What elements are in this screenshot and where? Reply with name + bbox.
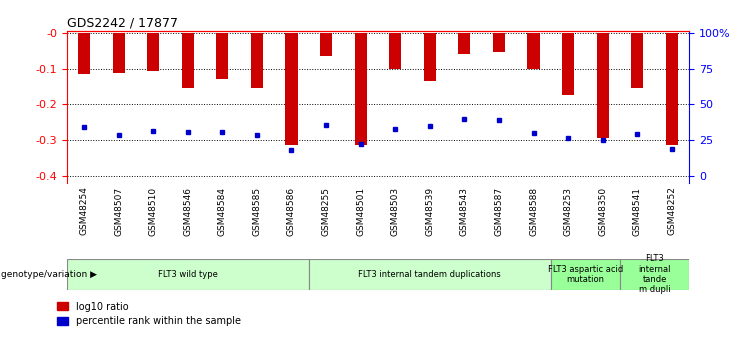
Text: GSM48541: GSM48541 (633, 187, 642, 236)
Bar (389, 33, 401, 69)
Bar (665, 33, 678, 145)
Text: GSM48510: GSM48510 (149, 187, 158, 236)
Bar (78, 33, 90, 74)
Bar (424, 33, 436, 81)
Text: GSM48501: GSM48501 (356, 187, 365, 236)
Bar (113, 33, 124, 73)
Text: GSM48584: GSM48584 (218, 187, 227, 236)
Text: GSM48587: GSM48587 (494, 187, 503, 236)
Text: GSM48254: GSM48254 (79, 187, 88, 235)
Bar (551, 259, 620, 290)
Text: GSM48255: GSM48255 (322, 187, 330, 236)
Legend: log10 ratio, percentile rank within the sample: log10 ratio, percentile rank within the … (57, 302, 241, 326)
Bar (216, 33, 228, 79)
Text: genotype/variation ▶: genotype/variation ▶ (1, 270, 97, 279)
Text: GSM48507: GSM48507 (114, 187, 123, 236)
Bar (493, 33, 505, 52)
Text: GSM48586: GSM48586 (287, 187, 296, 236)
Bar (309, 259, 551, 290)
Bar (250, 33, 263, 88)
Text: FLT3
internal
tande
m dupli: FLT3 internal tande m dupli (638, 254, 671, 294)
Bar (597, 33, 608, 138)
Bar (147, 33, 159, 71)
Text: FLT3 internal tandem duplications: FLT3 internal tandem duplications (359, 270, 501, 279)
Bar (458, 33, 471, 54)
Bar (320, 33, 332, 56)
Text: GSM48539: GSM48539 (425, 187, 434, 236)
Text: GSM48252: GSM48252 (668, 187, 677, 235)
Text: GSM48546: GSM48546 (183, 187, 192, 236)
Text: GSM48543: GSM48543 (460, 187, 469, 236)
Bar (182, 33, 194, 88)
Text: GSM48350: GSM48350 (598, 187, 607, 236)
Bar (354, 33, 367, 145)
Bar (631, 33, 643, 88)
Text: GSM48253: GSM48253 (564, 187, 573, 236)
Text: GSM48588: GSM48588 (529, 187, 538, 236)
Bar (67, 259, 309, 290)
Text: GSM48585: GSM48585 (253, 187, 262, 236)
Text: GSM48503: GSM48503 (391, 187, 399, 236)
Bar (562, 33, 574, 95)
Bar (528, 33, 539, 69)
Bar (285, 33, 298, 145)
Bar (620, 259, 689, 290)
Text: FLT3 wild type: FLT3 wild type (158, 270, 218, 279)
Text: GDS2242 / 17877: GDS2242 / 17877 (67, 17, 178, 30)
Text: FLT3 aspartic acid
mutation: FLT3 aspartic acid mutation (548, 265, 623, 284)
